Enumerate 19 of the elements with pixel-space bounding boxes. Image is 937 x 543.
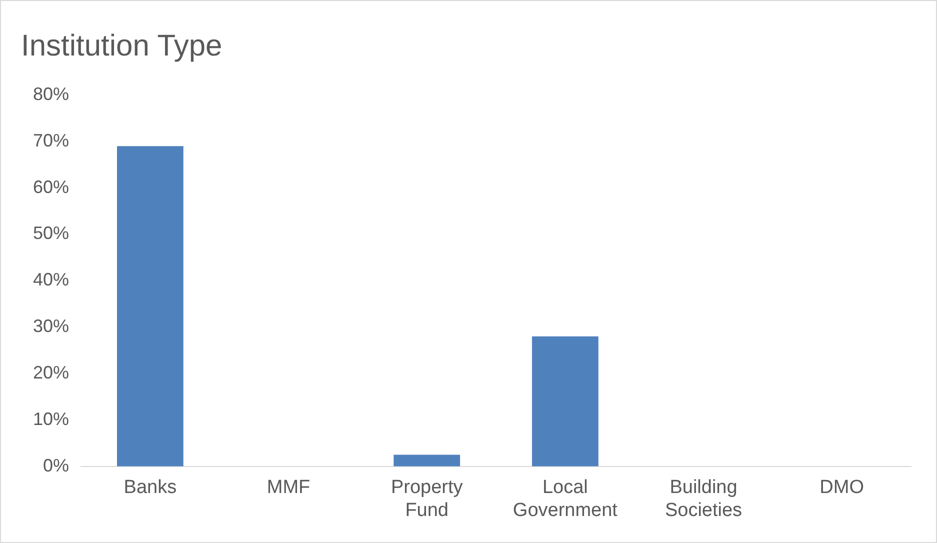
y-tick-label: 20%: [32, 362, 70, 383]
chart-title: Institution Type: [21, 29, 222, 62]
bar: [532, 336, 598, 466]
y-tick-label: 80%: [32, 84, 70, 104]
x-tick-label: Local Government: [512, 477, 618, 521]
bar: [116, 146, 184, 466]
y-tick-label: 40%: [32, 270, 70, 290]
y-tick-label: 50%: [32, 223, 70, 244]
x-tick-label: Property Fund: [390, 477, 464, 521]
y-tick-label: 60%: [32, 176, 70, 197]
y-tick-label: 0%: [43, 455, 70, 476]
x-tick-label: Building Societies: [664, 477, 742, 521]
x-tick-label: MMF: [266, 477, 310, 498]
y-tick-label: 30%: [32, 316, 70, 336]
y-tick-label: 10%: [32, 408, 70, 429]
x-tick-label: DMO: [820, 477, 864, 498]
bar: [394, 454, 460, 466]
y-tick-label: 70%: [32, 130, 70, 150]
x-tick-label: Banks: [124, 477, 177, 498]
